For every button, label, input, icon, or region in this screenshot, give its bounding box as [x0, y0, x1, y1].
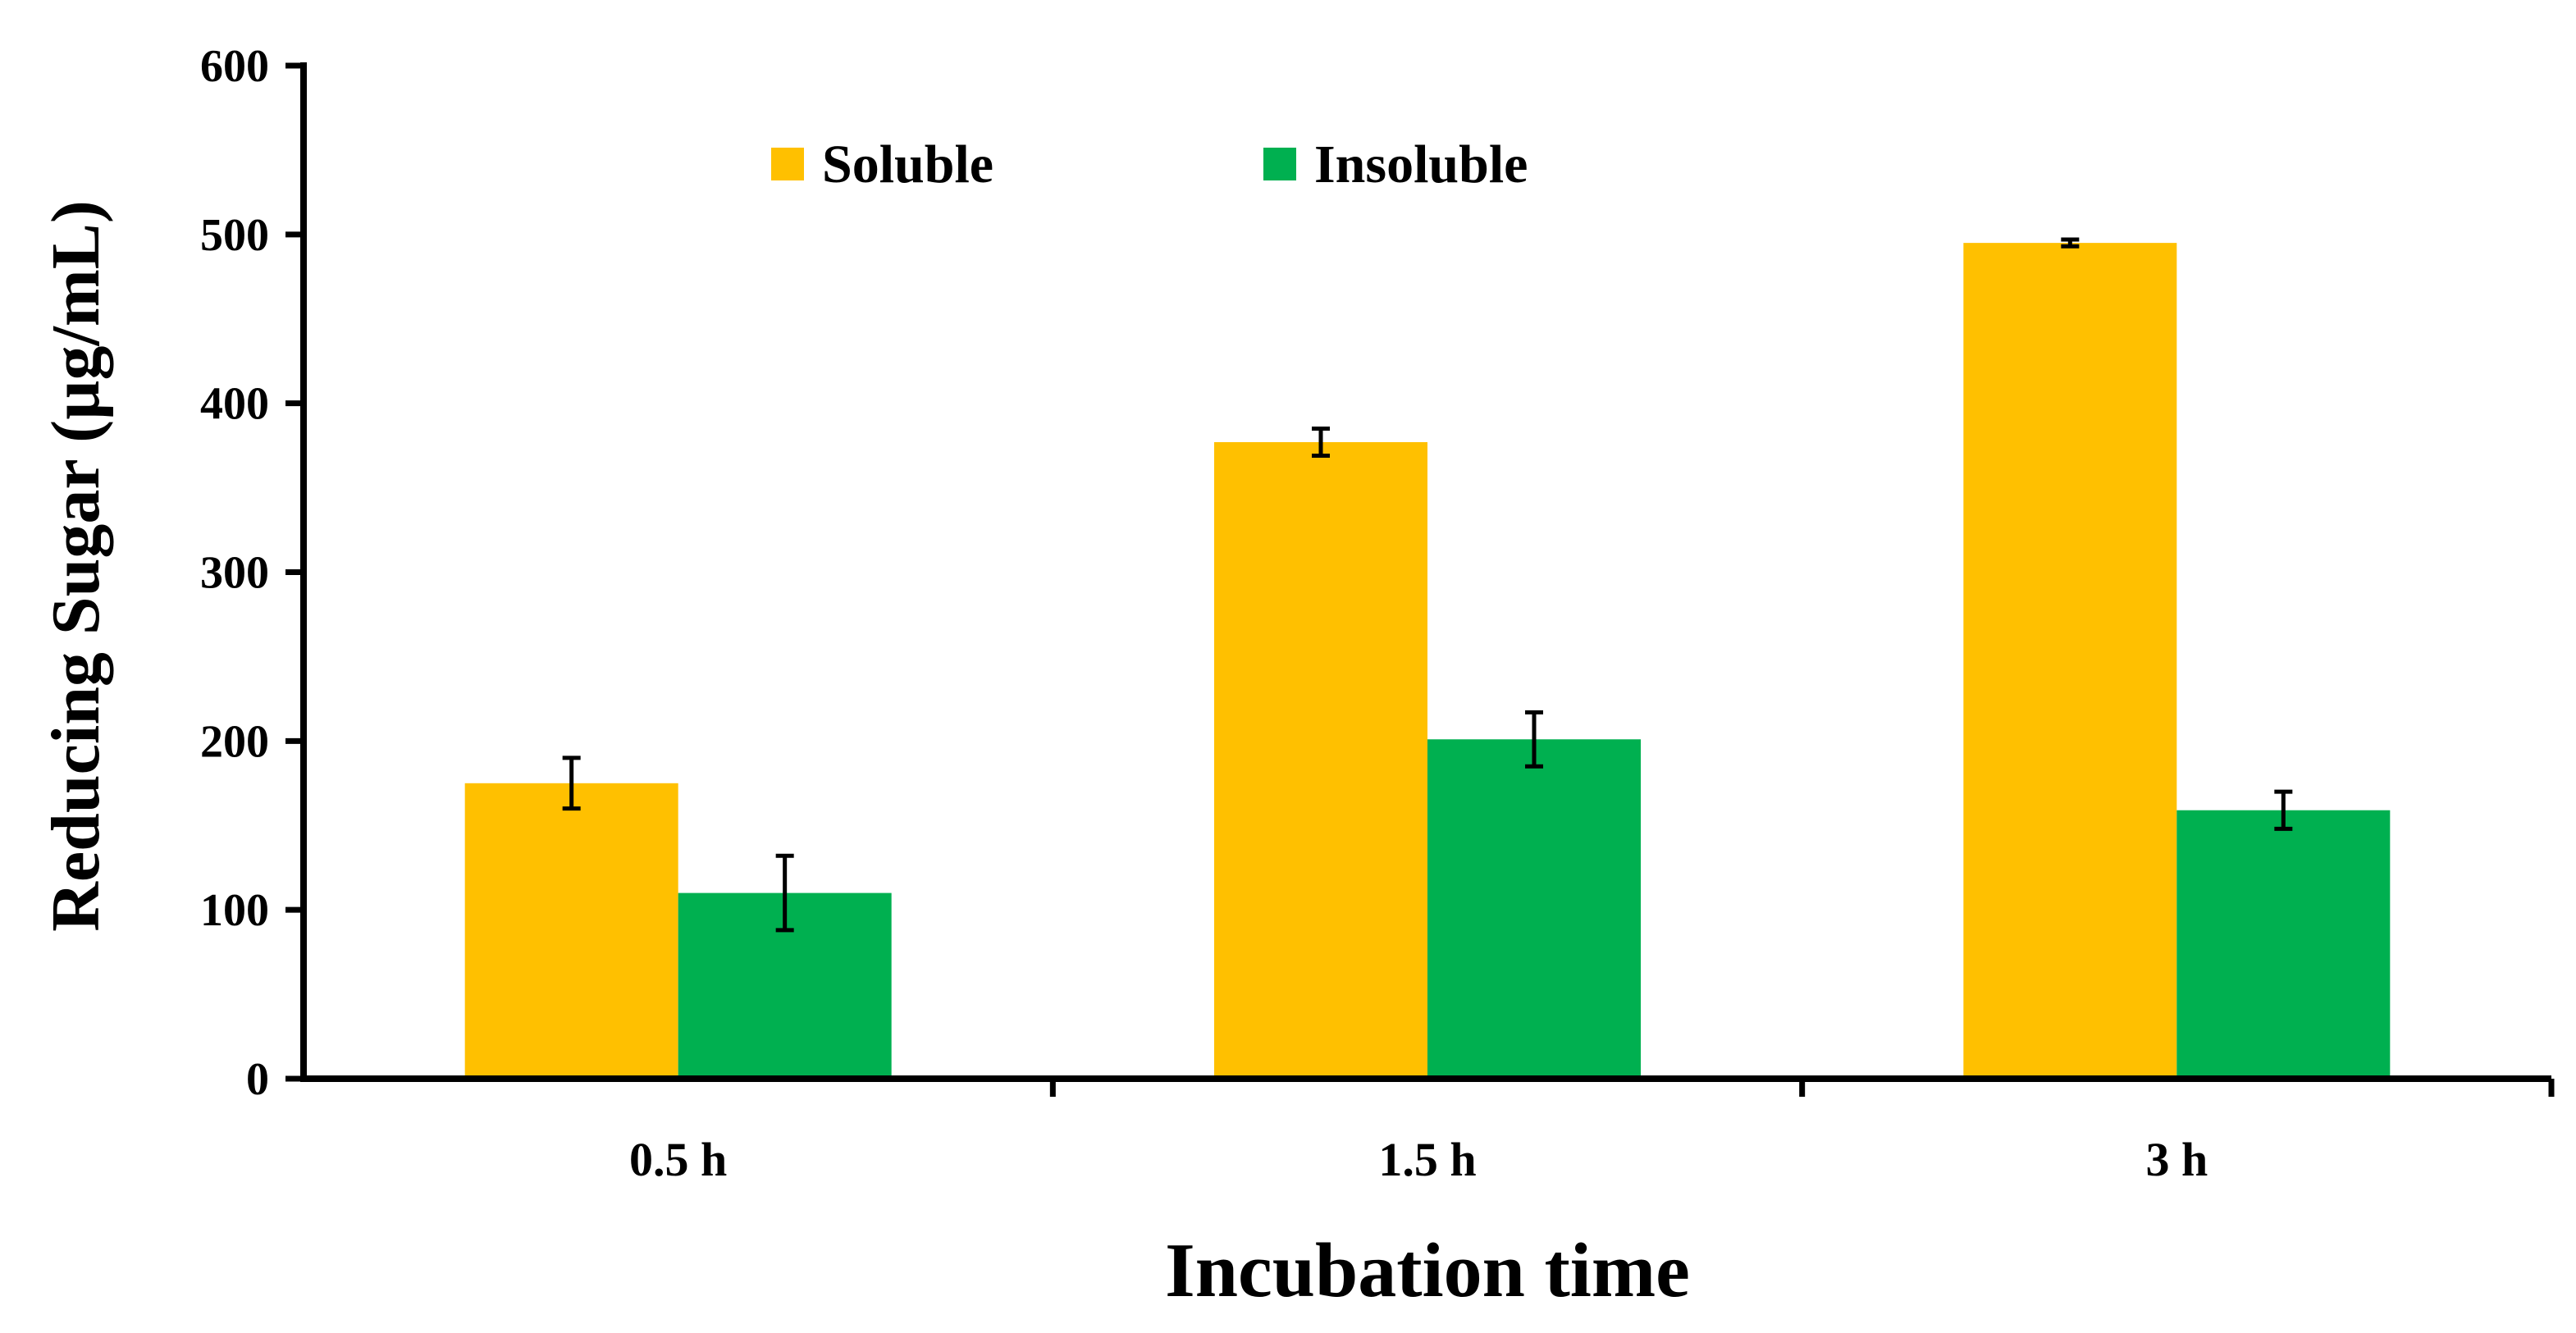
x-ticks-group: 0.5 h 1.5 h 3 h: [629, 1079, 2555, 1186]
legend-swatch-insoluble: [1263, 148, 1296, 180]
y-tick-label: 100: [200, 885, 269, 936]
x-tick-label: 0.5 h: [629, 1133, 727, 1186]
bar-soluble-2: [1963, 243, 2177, 1079]
bar-insoluble-1: [1427, 739, 1641, 1079]
y-ticks-group: 0 100 200 300 400 500 600: [200, 41, 304, 1105]
bars-group: [464, 243, 2391, 1079]
legend-swatch-soluble: [771, 148, 804, 180]
legend-label-soluble: Soluble: [822, 135, 993, 194]
legend-label-insoluble: Insoluble: [1314, 135, 1528, 194]
x-axis-title: Incubation time: [1165, 1228, 1690, 1313]
y-tick-label: 500: [200, 210, 269, 261]
bar-soluble-0: [464, 783, 678, 1079]
y-tick-label: 200: [200, 716, 269, 767]
x-tick-label: 3 h: [2145, 1133, 2208, 1186]
x-tick-label: 1.5 h: [1378, 1133, 1476, 1186]
y-tick-label: 300: [200, 548, 269, 599]
bar-soluble-1: [1214, 442, 1427, 1079]
error-bars-group: [562, 237, 2293, 933]
y-tick-label: 600: [200, 41, 269, 92]
bar-insoluble-2: [2176, 810, 2391, 1079]
y-axis-title: Reducing Sugar (µg/mL): [38, 200, 114, 932]
y-tick-label: 400: [200, 379, 269, 430]
legend: Soluble Insoluble: [771, 135, 1528, 194]
y-tick-label: 0: [246, 1054, 269, 1105]
